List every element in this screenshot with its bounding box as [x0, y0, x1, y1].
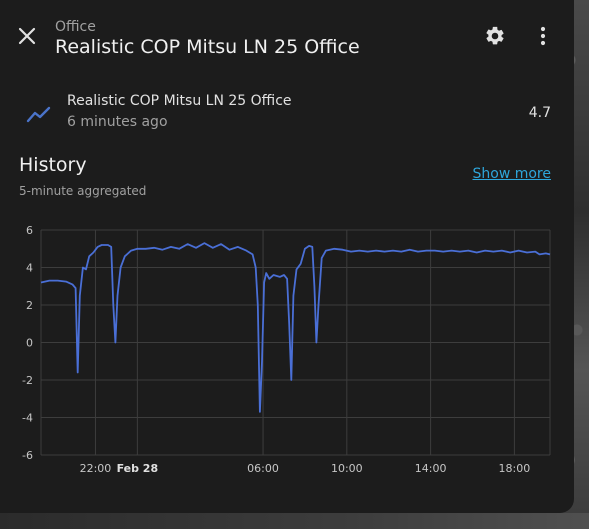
close-icon — [18, 27, 36, 45]
chart-y-ticks: 6 4 2 0 -2 -4 -6 — [22, 224, 33, 462]
chart-grid — [40, 229, 551, 456]
y-tick-label: 0 — [26, 337, 33, 350]
entity-name: Realistic COP Mitsu LN 25 Office — [67, 93, 292, 109]
more-menu-button[interactable] — [527, 20, 559, 52]
entity-state: 4.7 — [528, 105, 551, 121]
show-more-link[interactable]: Show more — [472, 166, 552, 182]
dialog-title: Realistic COP Mitsu LN 25 Office — [55, 36, 360, 58]
history-subtitle: 5-minute aggregated — [19, 184, 147, 198]
close-button[interactable] — [11, 20, 43, 52]
x-tick-label: Feb 28 — [117, 462, 159, 475]
x-tick-label: 22:00 — [80, 462, 112, 475]
y-tick-label: -6 — [22, 449, 33, 462]
x-tick-label: 10:00 — [331, 462, 363, 475]
history-title: History — [19, 154, 87, 176]
y-tick-label: 6 — [26, 224, 33, 237]
dialog-subtitle: Office — [55, 19, 96, 35]
more-vertical-icon — [540, 26, 546, 46]
y-tick-label: 2 — [26, 299, 33, 312]
chart-x-ticks: 22:00 Feb 28 06:00 10:00 14:00 18:00 — [80, 462, 531, 475]
x-tick-label: 14:00 — [415, 462, 447, 475]
settings-button[interactable] — [479, 20, 511, 52]
history-chart[interactable]: 6 4 2 0 -2 -4 -6 22:00 Feb 28 06:00 10:00 14:00 18:… — [0, 215, 574, 485]
y-tick-label: -4 — [22, 412, 33, 425]
y-tick-label: 4 — [26, 262, 33, 275]
x-tick-label: 18:00 — [499, 462, 531, 475]
background-image-bottom — [0, 513, 589, 529]
x-tick-label: 06:00 — [247, 462, 279, 475]
y-tick-label: -2 — [22, 374, 33, 387]
entity-row[interactable]: Realistic COP Mitsu LN 25 Office 6 minut… — [0, 86, 574, 142]
more-info-dialog: Office Realistic COP Mitsu LN 25 Office … — [0, 0, 574, 513]
gear-icon — [486, 26, 504, 45]
entity-last-changed: 6 minutes ago — [67, 114, 168, 130]
chart-series-line — [40, 242, 551, 413]
chart-line-icon — [26, 106, 51, 123]
